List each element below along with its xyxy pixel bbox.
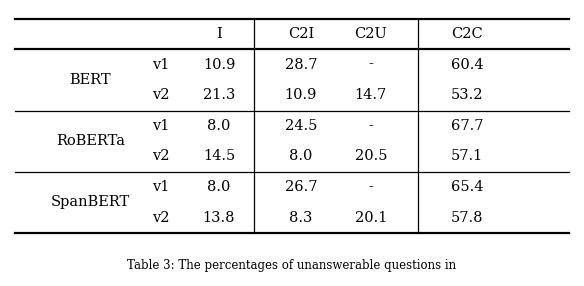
Text: C2U: C2U: [354, 27, 387, 41]
Text: 8.0: 8.0: [207, 119, 231, 133]
Text: 13.8: 13.8: [203, 211, 235, 225]
Text: -: -: [369, 57, 373, 72]
Text: 60.4: 60.4: [451, 57, 484, 72]
Text: 57.8: 57.8: [451, 211, 484, 225]
Text: BERT: BERT: [69, 73, 112, 87]
Text: 21.3: 21.3: [203, 88, 235, 102]
Text: C2I: C2I: [288, 27, 314, 41]
Text: 14.7: 14.7: [354, 88, 387, 102]
Text: Table 3: The percentages of unanswerable questions in: Table 3: The percentages of unanswerable…: [127, 259, 457, 273]
Text: 24.5: 24.5: [284, 119, 317, 133]
Text: v2: v2: [152, 211, 169, 225]
Text: 67.7: 67.7: [451, 119, 484, 133]
Text: SpanBERT: SpanBERT: [51, 195, 130, 209]
Text: v1: v1: [152, 57, 169, 72]
Text: 20.1: 20.1: [354, 211, 387, 225]
Text: 8.0: 8.0: [207, 180, 231, 194]
Text: v1: v1: [152, 119, 169, 133]
Text: RoBERTa: RoBERTa: [56, 134, 125, 148]
Text: 20.5: 20.5: [354, 150, 387, 164]
Text: 8.3: 8.3: [289, 211, 312, 225]
Text: v1: v1: [152, 180, 169, 194]
Text: -: -: [369, 119, 373, 133]
Text: 10.9: 10.9: [203, 57, 235, 72]
Text: 65.4: 65.4: [451, 180, 484, 194]
Text: 28.7: 28.7: [284, 57, 317, 72]
Text: 53.2: 53.2: [451, 88, 484, 102]
Text: C2C: C2C: [451, 27, 483, 41]
Text: 10.9: 10.9: [284, 88, 317, 102]
Text: v2: v2: [152, 150, 169, 164]
Text: -: -: [369, 180, 373, 194]
Text: 57.1: 57.1: [451, 150, 484, 164]
Text: I: I: [216, 27, 222, 41]
Text: v2: v2: [152, 88, 169, 102]
Text: 26.7: 26.7: [284, 180, 317, 194]
Text: 8.0: 8.0: [289, 150, 312, 164]
Text: 14.5: 14.5: [203, 150, 235, 164]
